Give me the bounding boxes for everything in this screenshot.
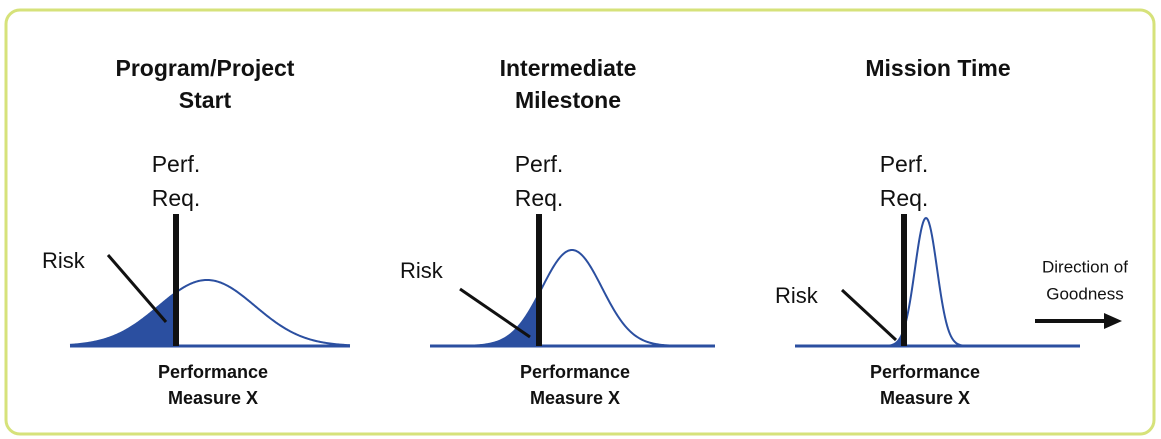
- direction-label: Direction of: [1042, 257, 1128, 276]
- risk-pointer: [459, 287, 531, 339]
- risk-pointer: [106, 254, 168, 323]
- axis-label: Measure X: [530, 388, 620, 408]
- risk-label: Risk: [400, 258, 444, 283]
- panel-title: Intermediate: [500, 55, 637, 81]
- requirement-label: Perf.: [880, 151, 929, 177]
- panel-title: Milestone: [515, 87, 621, 113]
- panel-title: Start: [179, 87, 232, 113]
- risk-label: Risk: [775, 283, 819, 308]
- distribution-curve: [69, 278, 351, 347]
- axis-label: Performance: [870, 362, 980, 382]
- requirement-label: Req.: [880, 185, 929, 211]
- frame: [4, 8, 1156, 436]
- panel-title: Mission Time: [865, 55, 1010, 81]
- panel-title: Program/Project: [116, 55, 295, 81]
- direction-label: Goodness: [1046, 284, 1124, 303]
- requirement-label: Perf.: [152, 151, 201, 177]
- axis-label: Performance: [520, 362, 630, 382]
- requirement-label: Req.: [515, 185, 564, 211]
- axis-label: Measure X: [880, 388, 970, 408]
- requirement-label: Perf.: [515, 151, 564, 177]
- risk-area: [70, 292, 176, 346]
- axis-label: Performance: [158, 362, 268, 382]
- risk-pointer: [840, 288, 898, 342]
- requirement-label: Req.: [152, 185, 201, 211]
- risk-label: Risk: [42, 248, 86, 273]
- arrow-head: [1104, 313, 1122, 329]
- axis-label: Measure X: [168, 388, 258, 408]
- risk-area: [430, 293, 539, 346]
